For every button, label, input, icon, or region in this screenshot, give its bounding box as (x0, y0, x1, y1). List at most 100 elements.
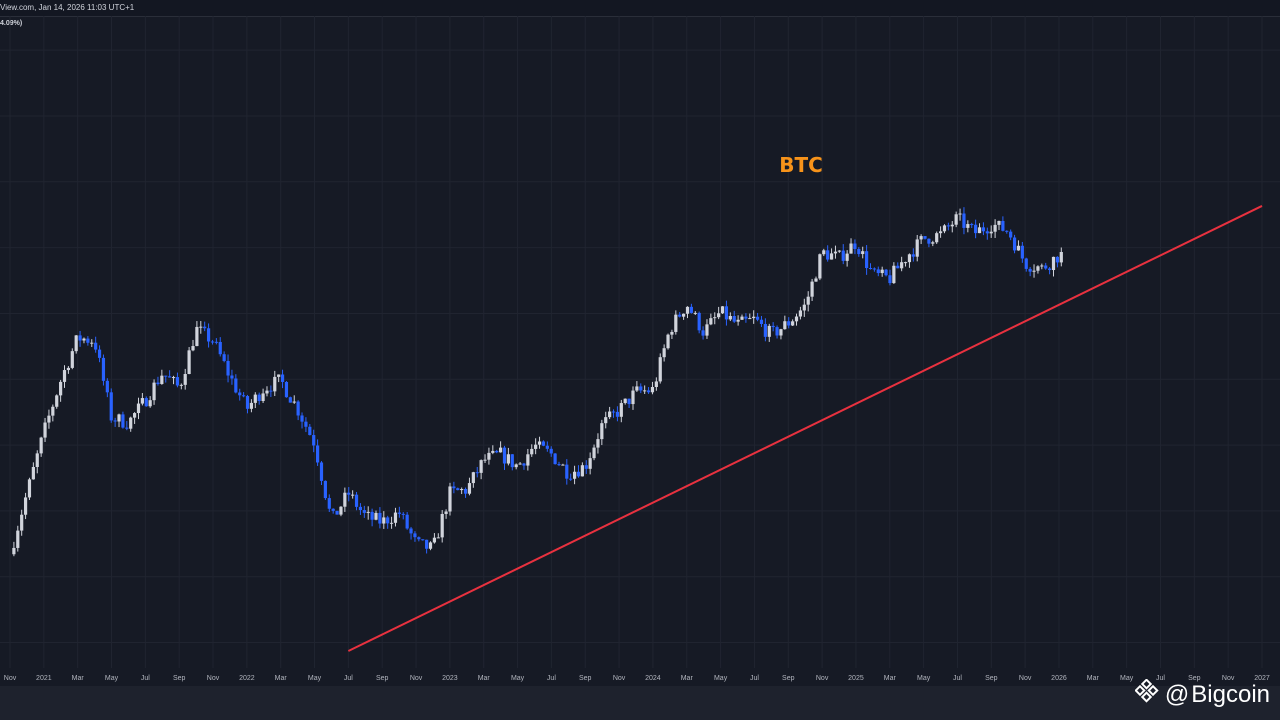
candle-body (261, 393, 265, 401)
candle-body (331, 508, 335, 511)
watermark-text: Bigcoin (1191, 681, 1270, 708)
candle (23, 492, 28, 520)
candle (829, 248, 834, 260)
candle (1051, 256, 1056, 277)
x-tick-label: Nov (1019, 675, 1032, 682)
x-tick-label: May (511, 675, 525, 682)
candle-body (109, 392, 113, 421)
candle (101, 354, 106, 386)
candle-body (382, 517, 386, 524)
candle-body (456, 488, 460, 491)
candle (865, 245, 869, 275)
candle (841, 244, 845, 265)
candle-body (160, 375, 164, 384)
candle (78, 330, 82, 347)
candle (872, 267, 876, 272)
candle (662, 344, 666, 362)
candle (425, 539, 429, 554)
candle-body (86, 338, 90, 343)
candle-body (872, 268, 876, 270)
x-tick-label: 2027 (1254, 675, 1270, 682)
candle (806, 291, 810, 312)
candle (958, 208, 962, 221)
candle-body (514, 464, 518, 468)
candle (140, 393, 144, 406)
candle (16, 525, 20, 552)
candle-body (724, 306, 729, 320)
candle-body (452, 486, 456, 489)
candle (1028, 267, 1032, 277)
candle-body (931, 242, 935, 244)
candle (152, 379, 156, 405)
candle-body (265, 390, 269, 394)
candle (892, 262, 896, 284)
x-tick-label: May (105, 675, 119, 682)
candle-body (428, 542, 433, 549)
candle (347, 487, 351, 502)
candle-body (491, 450, 495, 453)
candle-body (997, 220, 1001, 225)
candle-body (545, 445, 549, 449)
candle-body (923, 236, 927, 239)
candle-body (432, 537, 437, 543)
candle-body (985, 231, 989, 234)
price-chart[interactable]: BTC Nov 2021 Mar May Jul Sep Nov 2022 Mar May Jul S… (0, 16, 1280, 686)
candle-body (802, 304, 806, 311)
candle (280, 369, 285, 389)
x-tick-label: Sep (579, 675, 592, 682)
candle-body (206, 328, 211, 342)
candle (354, 491, 359, 511)
candle (876, 266, 880, 277)
candle-body (203, 326, 207, 329)
candle-body (755, 316, 760, 320)
candle-body (787, 321, 791, 326)
candle (791, 319, 795, 326)
support-trendline[interactable] (347, 205, 1263, 652)
candle-body (499, 447, 503, 453)
candle-body (903, 262, 908, 264)
candle (109, 388, 113, 423)
candle-body (701, 330, 705, 336)
chart-title-ticker: BTC (779, 153, 823, 177)
candle (393, 507, 398, 527)
candle (985, 227, 989, 240)
candle (1016, 240, 1021, 251)
candle-body (479, 460, 483, 473)
candle-body (689, 306, 693, 313)
candle (136, 397, 141, 420)
candle-body (919, 236, 923, 240)
x-tick-label: 2022 (239, 675, 255, 682)
candle-body (561, 464, 565, 466)
candle-body (1051, 256, 1056, 271)
candle (775, 325, 779, 339)
candle-body (245, 396, 250, 409)
candle (117, 413, 121, 428)
candle-body (191, 346, 195, 351)
candle-body (518, 463, 522, 465)
candle (382, 511, 386, 529)
candle-body (911, 254, 915, 257)
candle (701, 326, 705, 340)
candle-body (436, 537, 440, 539)
candle (600, 419, 604, 446)
candle-body (483, 459, 487, 461)
candle-body (775, 327, 779, 336)
candle-body (810, 281, 814, 297)
candle-body (611, 411, 616, 413)
candle (1012, 234, 1017, 254)
candle (717, 306, 721, 320)
candle-body (210, 341, 215, 343)
candle-body (277, 374, 281, 377)
candle-body (51, 406, 55, 416)
candle-body (82, 338, 86, 341)
candle-body (308, 426, 312, 436)
candle (456, 487, 460, 491)
x-tick-label: Sep (376, 675, 389, 682)
candle (82, 337, 86, 344)
x-tick-label: May (1120, 675, 1134, 682)
candle (522, 462, 526, 470)
x-tick-label: Mar (681, 675, 694, 682)
candle-body (861, 251, 865, 255)
candle-body (1048, 268, 1052, 271)
candle-body (907, 254, 912, 263)
